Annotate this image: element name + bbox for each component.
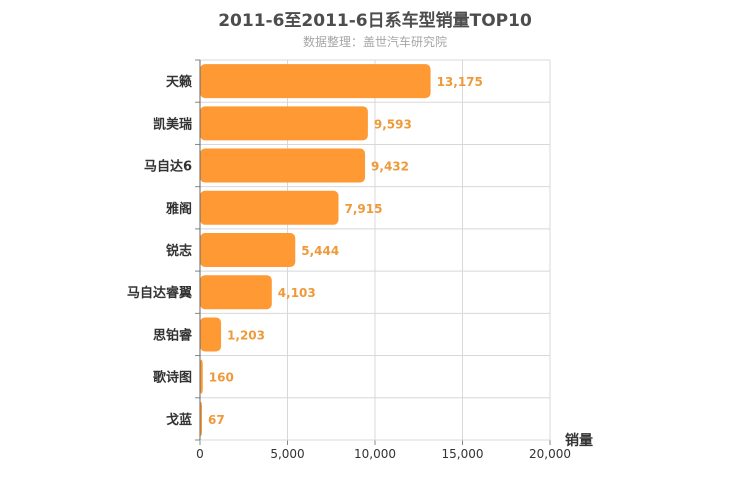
bar — [200, 106, 368, 141]
category-label: 锐志 — [166, 243, 192, 259]
bar — [200, 64, 431, 99]
bar — [200, 190, 339, 225]
data-label: 9,432 — [371, 160, 409, 174]
chart-title: 2011-6至2011-6日系车型销量TOP10 — [218, 11, 532, 31]
x-tick-label: 20,000 — [529, 447, 571, 461]
bar — [200, 317, 222, 352]
labels: 0 5,000 10,000 15,000 20,000 天籁 13,175 凯美瑞 9,593… — [127, 74, 571, 461]
x-tick-label: 10,000 — [354, 447, 396, 461]
x-tick-label: 0 — [196, 447, 204, 461]
bar — [200, 148, 366, 183]
data-label: 9,593 — [374, 117, 412, 131]
data-label: 13,175 — [437, 75, 483, 89]
category-label: 雅阁 — [166, 201, 192, 217]
category-label: 戈蓝 — [166, 412, 192, 428]
data-label: 160 — [209, 371, 234, 385]
bar — [200, 275, 272, 310]
data-label: 7,915 — [345, 202, 383, 216]
category-label: 凯美瑞 — [153, 116, 192, 132]
bar — [200, 359, 203, 394]
category-label: 歌诗图 — [153, 370, 192, 386]
x-tick-label: 5,000 — [270, 447, 304, 461]
bars — [200, 64, 431, 436]
category-label: 思铂睿 — [153, 327, 193, 343]
data-label: 1,203 — [227, 328, 265, 342]
x-tick-label: 15,000 — [442, 447, 484, 461]
data-label: 67 — [208, 413, 225, 427]
category-label: 马自达睿翼 — [127, 285, 192, 301]
category-label: 马自达6 — [144, 159, 192, 175]
data-label: 5,444 — [301, 244, 339, 258]
bar — [200, 233, 296, 267]
data-label: 4,103 — [278, 286, 316, 300]
category-label: 天籁 — [166, 74, 192, 90]
x-axis-title: 销量 — [565, 432, 593, 449]
chart-subtitle: 数据整理：盖世汽车研究院 — [302, 35, 447, 49]
